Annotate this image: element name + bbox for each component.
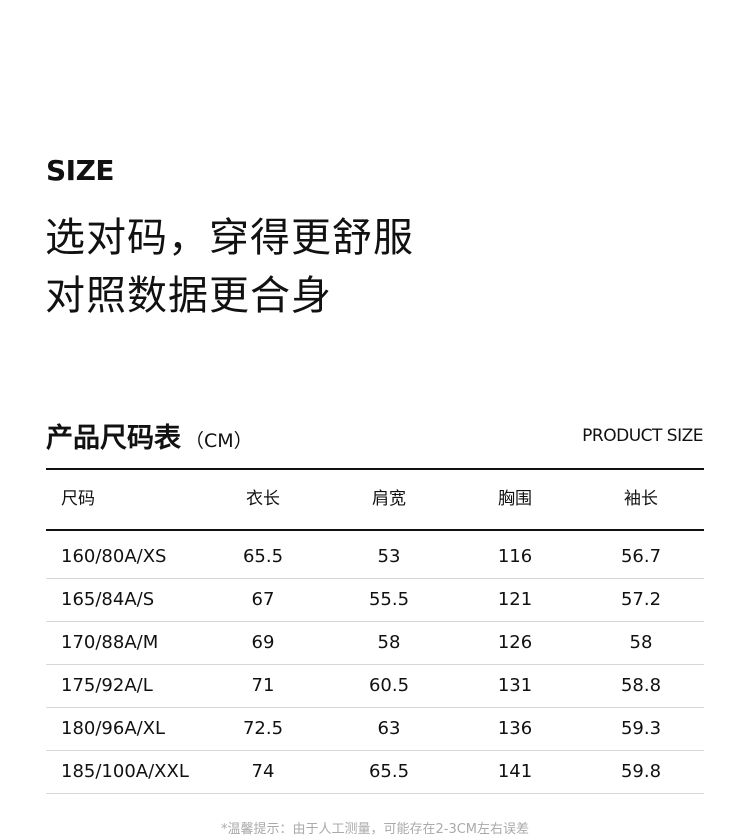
column-header-size: 尺码 [61,489,95,509]
cell-sleeve: 58.8 [620,675,662,696]
table-header-divider [46,529,704,531]
cell-chest: 136 [497,718,533,739]
cell-size: 185/100A/XXL [61,761,189,782]
cell-length: 74 [251,761,275,782]
table-row: 175/92A/L 71 60.5 131 58.8 [46,664,704,708]
cell-shoulder: 55.5 [368,589,410,610]
cell-length: 71 [251,675,275,696]
table-row: 185/100A/XXL 74 65.5 141 59.8 [46,750,704,794]
cell-chest: 116 [497,546,533,567]
measurement-note: *温馨提示：由于人工测量，可能存在2-3CM左右误差 [220,822,530,837]
column-header-chest: 胸围 [498,489,532,509]
cell-sleeve: 57.2 [620,589,662,610]
cell-shoulder: 60.5 [368,675,410,696]
cell-length: 67 [251,589,275,610]
cell-length: 65.5 [242,546,284,567]
product-size-label: PRODUCT SIZE [582,426,703,446]
cell-size: 180/96A/XL [61,718,166,739]
cell-size: 175/92A/L [61,675,153,696]
table-row: 170/88A/M 69 58 126 58 [46,621,704,665]
column-header-sleeve: 袖长 [624,489,658,509]
table-title: 产品尺码表 （CM） [46,416,253,455]
table-row: 165/84A/S 67 55.5 121 57.2 [46,578,704,622]
table-unit: （CM） [185,430,253,452]
table-title-text: 产品尺码表 [46,423,181,454]
cell-length: 72.5 [242,718,284,739]
cell-sleeve: 58 [629,632,653,653]
column-header-shoulder: 肩宽 [372,489,406,509]
table-top-divider [46,468,704,470]
cell-sleeve: 56.7 [620,546,662,567]
cell-chest: 141 [497,761,533,782]
cell-chest: 131 [497,675,533,696]
cell-size: 165/84A/S [61,589,155,610]
cell-shoulder: 58 [377,632,401,653]
table-row: 160/80A/XS 65.5 53 116 56.7 [46,535,704,579]
size-label: SIZE [46,154,115,187]
cell-shoulder: 63 [377,718,401,739]
cell-shoulder: 53 [377,546,401,567]
cell-length: 69 [251,632,275,653]
cell-sleeve: 59.8 [620,761,662,782]
table-header-row: 尺码 衣长 肩宽 胸围 袖长 [46,478,704,521]
cell-shoulder: 65.5 [368,761,410,782]
cell-size: 170/88A/M [61,632,159,653]
column-header-length: 衣长 [246,489,280,509]
slogan-line-2: 对照数据更合身 [45,273,332,319]
cell-chest: 126 [497,632,533,653]
cell-sleeve: 59.3 [620,718,662,739]
cell-size: 160/80A/XS [61,546,167,567]
cell-chest: 121 [497,589,533,610]
table-row: 180/96A/XL 72.5 63 136 59.3 [46,707,704,751]
slogan-line-1: 选对码，穿得更舒服 [45,215,414,261]
